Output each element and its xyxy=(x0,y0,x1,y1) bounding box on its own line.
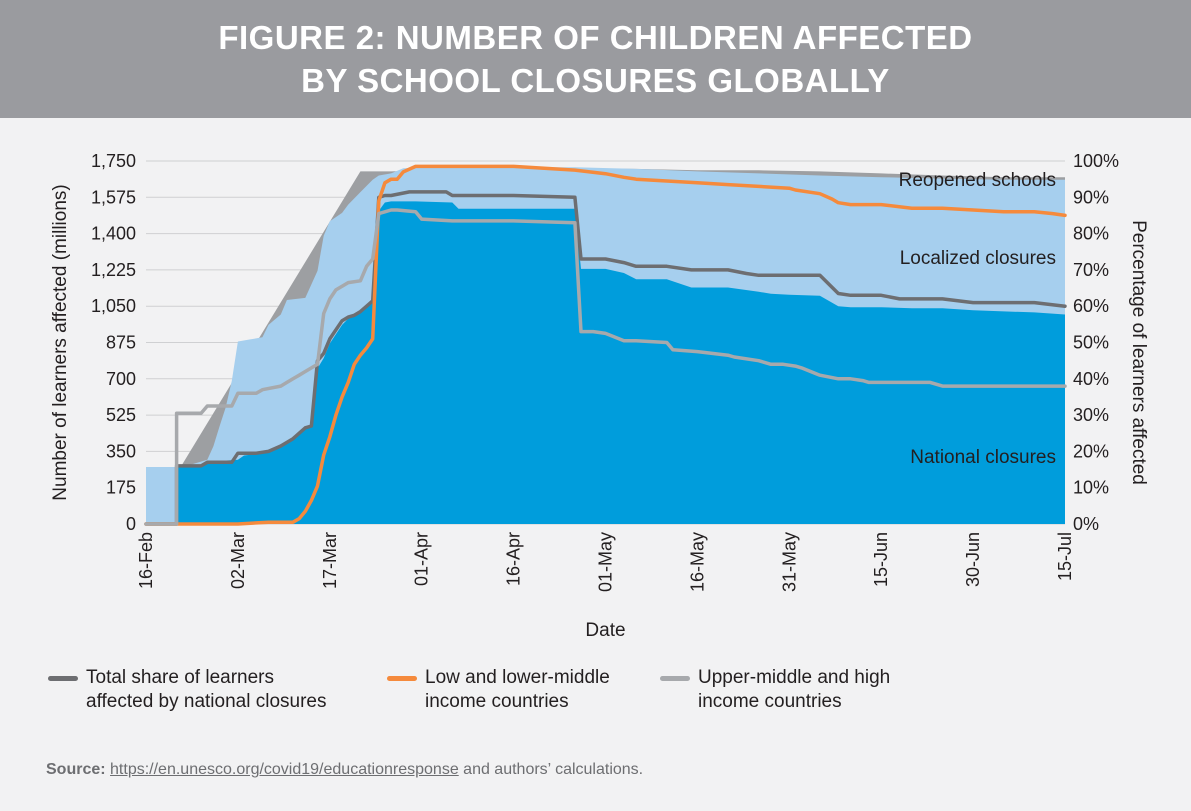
figure-title-banner: FIGURE 2: NUMBER OF CHILDREN AFFECTED BY… xyxy=(0,0,1191,118)
series-line-low xyxy=(144,164,1067,526)
x-tick-label: 02-Mar xyxy=(228,532,248,589)
legend: Total share of learners affected by nati… xyxy=(0,666,1191,726)
legend-label-low-income: Low and lower-middle income countries xyxy=(425,667,610,712)
figure-title-line-1: FIGURE 2: NUMBER OF CHILDREN AFFECTED xyxy=(218,19,973,56)
legend-swatch-total xyxy=(48,676,78,681)
y-tick-label: 350 xyxy=(106,441,136,461)
y2-tick-label: 20% xyxy=(1073,441,1109,461)
y2-tick-label: 0% xyxy=(1073,514,1099,534)
y2-tick-label: 30% xyxy=(1073,405,1109,425)
source-prefix: Source: xyxy=(46,761,106,778)
x-tick-label: 16-Feb xyxy=(136,532,156,589)
legend-swatch-high-income xyxy=(660,676,690,681)
series-line-upper-middle xyxy=(144,208,1067,526)
x-tick-label: 16-Apr xyxy=(504,532,524,586)
x-tick-label: 30-Jun xyxy=(963,532,983,587)
y-tick-label: 175 xyxy=(106,478,136,498)
y-tick-label: 1,575 xyxy=(91,187,136,207)
y-tick-label: 875 xyxy=(106,333,136,353)
x-tick-label: 31-May xyxy=(779,532,799,592)
y2-tick-label: 100% xyxy=(1073,151,1119,171)
annotation-reopened-schools: Reopened schools xyxy=(899,170,1056,191)
y-tick-label: 1,750 xyxy=(91,151,136,171)
y-tick-label: 1,225 xyxy=(91,260,136,280)
source-link[interactable]: https://en.unesco.org/covid19/educationr… xyxy=(110,761,459,778)
x-tick-label: 15-Jun xyxy=(871,532,891,587)
legend-item-high-income: Upper-middle and high income countries xyxy=(660,666,890,714)
y-tick-label: 1,050 xyxy=(91,296,136,316)
y2-tick-label: 10% xyxy=(1073,478,1109,498)
series-line-total xyxy=(144,190,1067,526)
legend-item-total: Total share of learners affected by nati… xyxy=(48,666,326,714)
x-tick-label: 01-Apr xyxy=(412,532,432,586)
y2-tick-label: 50% xyxy=(1073,333,1109,353)
y2-tick-label: 40% xyxy=(1073,369,1109,389)
x-tick-label: 15-Jul xyxy=(1055,532,1075,581)
y2-tick-label: 70% xyxy=(1073,260,1109,280)
legend-label-high-income: Upper-middle and high income countries xyxy=(698,667,891,712)
y-tick-label: 700 xyxy=(106,369,136,389)
chart-area: 0 175 350 525 700 875 1,050 1,225 1,400 1,575 1,75… xyxy=(50,151,1149,641)
x-axis-title: Date xyxy=(585,620,625,641)
legend-label-total: Total share of learners affected by nati… xyxy=(86,667,327,712)
y2-tick-label: 90% xyxy=(1073,187,1109,207)
legend-item-low-income: Low and lower-middle income countries xyxy=(387,666,610,714)
y-tick-label: 525 xyxy=(106,405,136,425)
x-tick-label: 01-May xyxy=(596,532,616,592)
source-note: Source: https://en.unesco.org/covid19/ed… xyxy=(46,761,643,779)
y2-tick-label: 60% xyxy=(1073,296,1109,316)
y-axis-title: Number of learners affected (millions) xyxy=(50,184,71,500)
x-tick-label: 16-May xyxy=(687,532,707,592)
source-suffix: and authors’ calculations. xyxy=(458,761,644,778)
y2-axis-title: Percentage of learners affected xyxy=(1128,220,1149,485)
y2-tick-label: 80% xyxy=(1073,224,1109,244)
annotation-localized-closures: Localized closures xyxy=(900,248,1056,269)
x-tick-label: 17-Mar xyxy=(320,532,340,589)
figure-title-line-2: BY SCHOOL CLOSURES GLOBALLY xyxy=(301,62,890,99)
annotation-national-closures: National closures xyxy=(910,447,1056,468)
y-tick-label: 0 xyxy=(126,514,136,534)
legend-swatch-low-income xyxy=(387,676,417,681)
y-tick-label: 1,400 xyxy=(91,224,136,244)
